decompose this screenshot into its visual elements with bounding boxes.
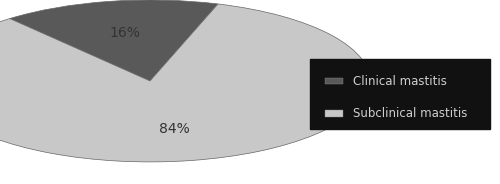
FancyBboxPatch shape — [0, 104, 370, 116]
Text: 16%: 16% — [110, 26, 140, 40]
Text: Subclinical mastitis: Subclinical mastitis — [352, 107, 467, 120]
Ellipse shape — [0, 97, 370, 123]
FancyBboxPatch shape — [310, 59, 490, 129]
Text: Clinical mastitis: Clinical mastitis — [352, 75, 446, 88]
FancyBboxPatch shape — [325, 110, 342, 117]
Wedge shape — [10, 0, 218, 81]
Wedge shape — [0, 4, 370, 162]
FancyBboxPatch shape — [325, 78, 342, 84]
Text: 84%: 84% — [160, 122, 190, 136]
